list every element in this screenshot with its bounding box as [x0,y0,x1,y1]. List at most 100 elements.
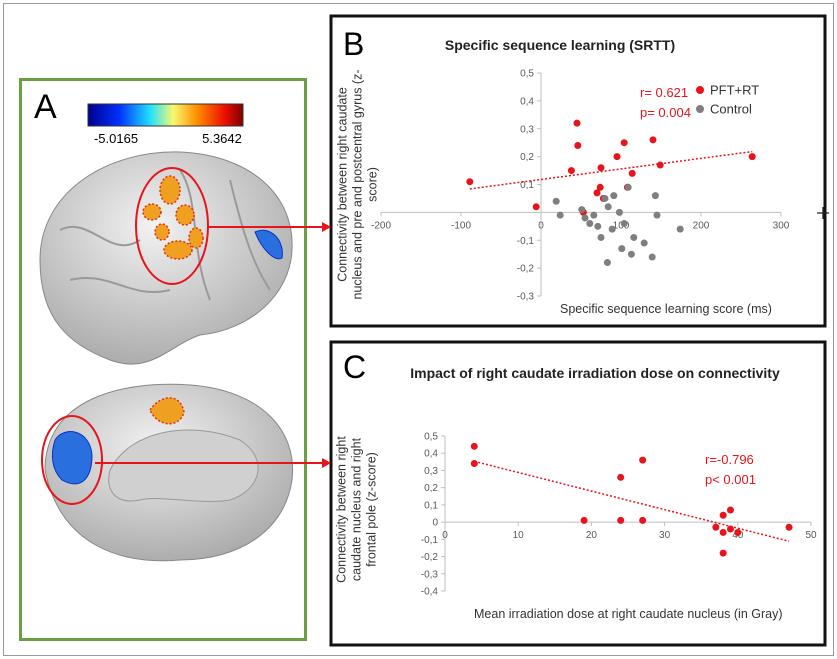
chart-title: Specific sequence learning (SRTT) [444,37,676,53]
point [653,211,661,219]
y-tick-label: -0,1 [517,236,535,247]
point [617,516,625,524]
y-tick-label: 0,4 [520,96,534,107]
y-tick-label: 0,1 [520,180,534,191]
panel-a-frame [19,78,307,641]
point [597,164,605,172]
point [618,245,626,253]
y-tick-label: -0,3 [421,569,439,580]
point [656,161,664,169]
point [608,225,616,233]
annotation: r=-0.796 [705,452,754,467]
x-tick-label: 300 [773,220,790,231]
annotation: p= 0.004 [640,105,691,120]
point [640,239,648,247]
cross-marker [817,207,829,219]
point [470,460,478,468]
y-tick-label: -0,2 [421,552,439,563]
y-tick-label: 0,5 [424,432,438,443]
point [712,523,720,531]
panel-b-frame [329,14,827,328]
point [556,211,564,219]
x-tick-label: 10 [513,530,525,541]
point [639,456,647,464]
x-tick-label: -100 [451,220,471,231]
point [719,528,727,536]
panel-label: A [34,88,57,126]
y-tick-label: -0,1 [421,535,439,546]
point [726,506,734,514]
point [620,139,628,147]
chart-title: Impact of right caudate irradiation dose… [410,365,780,381]
point [593,189,601,197]
x-axis-title: Mean irradiation dose at right caudate n… [474,607,783,621]
point [532,203,540,211]
y-tick-label: -0,4 [421,587,439,598]
y-tick-label: 0,5 [520,69,534,80]
point [601,194,609,202]
point [628,169,636,177]
point [603,259,611,267]
x-tick-label: 0 [442,530,448,541]
point [719,511,727,519]
annotation: p< 0.001 [705,472,756,487]
sulci [59,169,271,301]
point [580,516,588,524]
point [649,136,657,144]
point [578,206,586,214]
x-tick-label: -200 [371,220,391,231]
arrow-head [322,222,331,232]
point [785,523,793,531]
x-tick-label: 200 [693,220,710,231]
x-tick-label: 20 [586,530,598,541]
legend-label: PFT+RT [710,83,759,98]
point [620,220,628,228]
point [466,178,474,186]
point [748,153,756,161]
point [597,233,605,241]
panel-label: C [343,349,366,385]
point [676,225,684,233]
point [567,167,575,175]
y-tick-label: 0,4 [424,449,438,460]
point [630,233,638,241]
point [734,528,742,536]
point [615,208,623,216]
brain-lateral [39,151,293,365]
y-tick-label: 0,2 [424,483,438,494]
point [719,549,727,557]
activation-blue [254,229,283,260]
panel-c-frame [329,340,827,647]
legend-marker [696,105,704,113]
point [574,141,582,149]
activation-blue [51,431,93,485]
x-tick-label: 100 [613,220,630,231]
point [586,220,594,228]
y-tick-label: 0,2 [520,152,534,163]
point [624,183,632,191]
point [552,197,560,205]
point [726,525,734,533]
activation-red [142,175,204,260]
colorbar [87,103,244,127]
panel-label: B [343,26,364,62]
point [617,473,625,481]
y-axis-title: Connectivity between right caudate nucle… [335,69,380,300]
annotation: r= 0.621 [640,85,688,100]
point [594,222,602,230]
point [573,119,581,127]
outer-frame [3,3,834,656]
x-tick-label: 0 [538,220,544,231]
colorbar-min: -5.0165 [94,131,138,146]
point [651,192,659,200]
arrow-head [322,458,331,468]
point [627,250,635,258]
y-tick-label: -0,2 [517,264,535,275]
legend-label: Control [710,102,752,117]
y-tick-label: 0 [432,518,438,529]
legend-marker [696,86,704,94]
point [581,214,589,222]
point [470,442,478,450]
